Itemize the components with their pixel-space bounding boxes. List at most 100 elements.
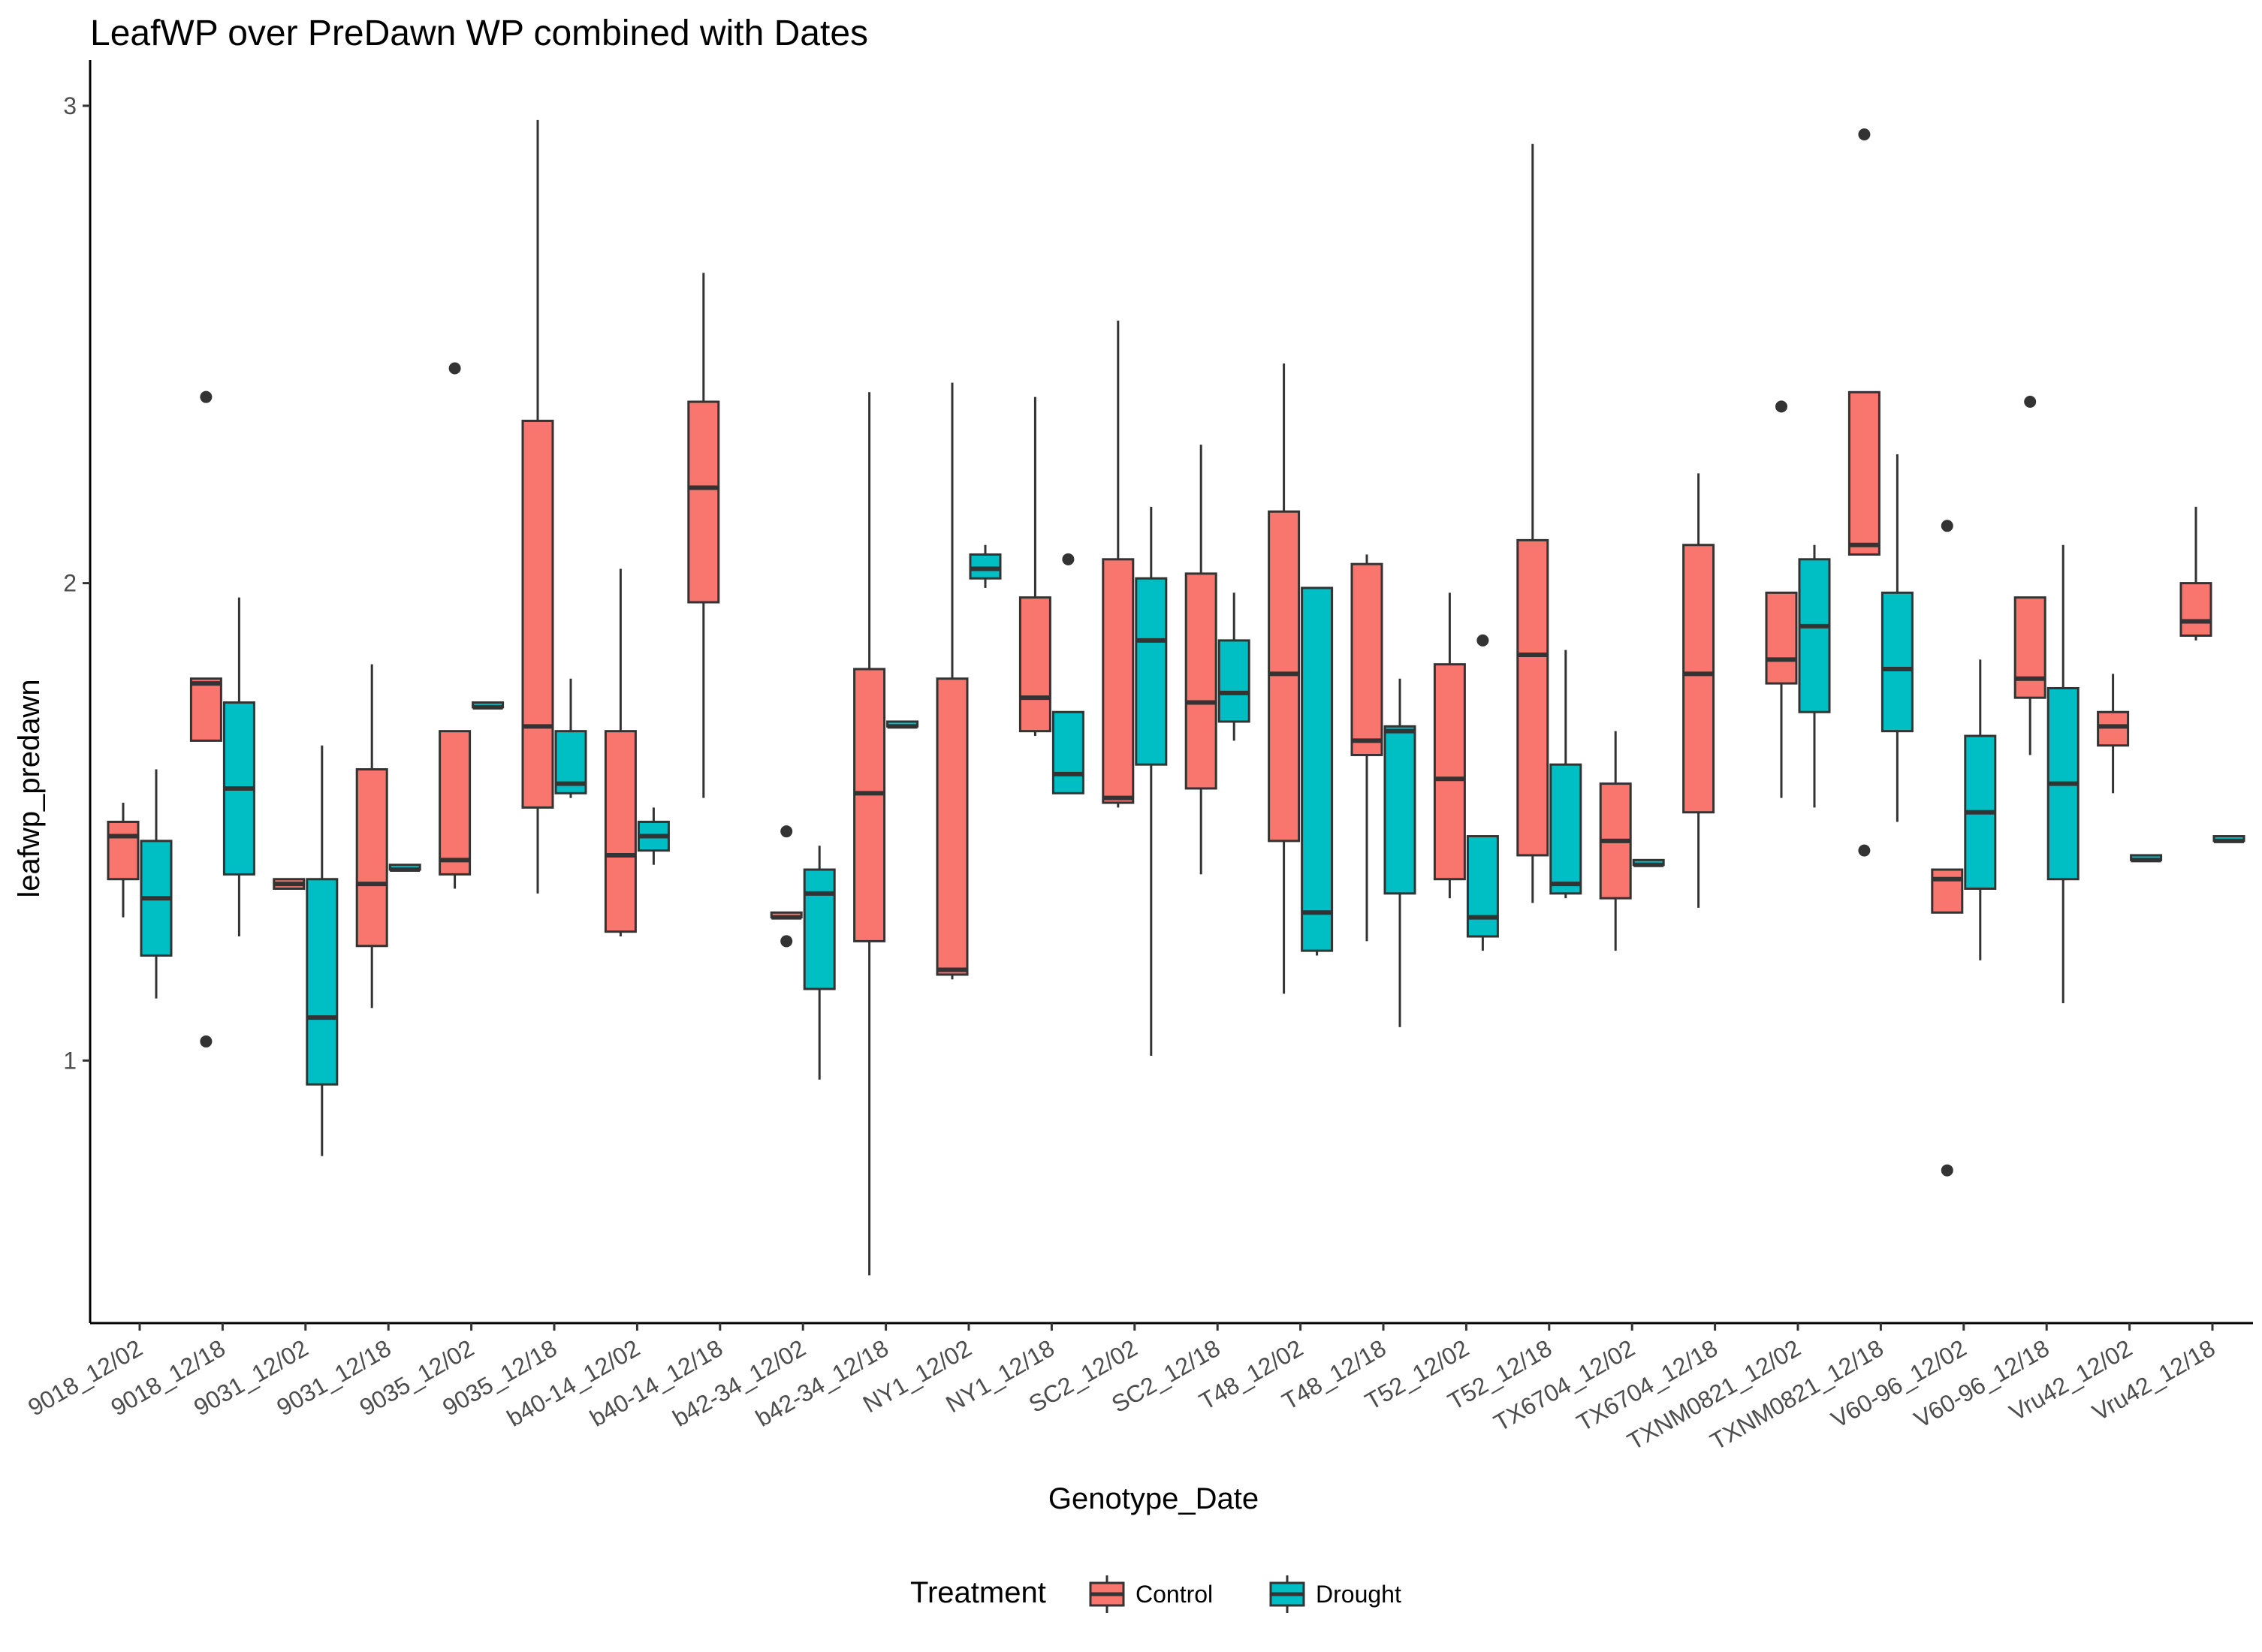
box-control-23 xyxy=(2013,396,2046,755)
box-drought-8 xyxy=(803,846,836,1080)
box-drought-2 xyxy=(306,745,339,1156)
legend-key-control xyxy=(1089,1575,1125,1613)
chart-title: LeafWP over PreDawn WP combined with Dat… xyxy=(90,14,868,53)
plot-area xyxy=(107,119,2245,1276)
x-tick-label: TX6704_12/02 xyxy=(1489,1334,1639,1436)
box-control-4 xyxy=(439,362,472,889)
box-control-16 xyxy=(1433,592,1466,899)
box-drought-23 xyxy=(2046,544,2080,1004)
legend-title: Treatment xyxy=(910,1576,1046,1609)
box-drought-0 xyxy=(140,769,173,999)
box-body xyxy=(306,878,339,1086)
box-body xyxy=(2097,710,2130,747)
box-control-24 xyxy=(2097,674,2130,794)
box-body xyxy=(1798,558,1831,713)
box-control-2 xyxy=(273,878,306,890)
box-body xyxy=(1847,390,1880,556)
box-body xyxy=(1466,835,1499,938)
box-control-8 xyxy=(770,825,803,948)
box-drought-22 xyxy=(1964,659,1997,960)
box-body xyxy=(1765,591,1798,685)
box-body xyxy=(2179,582,2212,638)
box-body xyxy=(1931,868,1964,914)
box-body xyxy=(1268,510,1301,843)
box-drought-12 xyxy=(1135,506,1168,1056)
box-control-9 xyxy=(853,392,886,1276)
box-control-0 xyxy=(107,803,140,918)
y-tick-label: 2 xyxy=(63,570,77,597)
box-control-6 xyxy=(604,568,637,937)
box-body xyxy=(1051,710,1084,794)
box-control-12 xyxy=(1102,320,1135,808)
y-tick-label: 3 xyxy=(63,92,77,119)
box-body xyxy=(439,730,472,876)
box-control-21 xyxy=(1847,128,1880,857)
box-body xyxy=(687,400,720,604)
box-drought-13 xyxy=(1217,592,1250,741)
x-axis-title: Genotype_Date xyxy=(1048,1482,1259,1515)
box-control-18 xyxy=(1599,731,1632,951)
outlier-point xyxy=(1775,400,1787,413)
box-drought-18 xyxy=(1632,858,1665,867)
box-body xyxy=(1184,572,1217,790)
box-body xyxy=(189,677,222,742)
box-control-1 xyxy=(189,390,222,1048)
outlier-point xyxy=(780,825,793,838)
legend-key-drought xyxy=(1269,1575,1305,1613)
box-body xyxy=(1516,538,1549,857)
box-body xyxy=(1135,577,1168,766)
box-drought-14 xyxy=(1301,586,1334,956)
box-control-22 xyxy=(1931,520,1964,1177)
box-control-10 xyxy=(936,382,969,980)
outlier-point xyxy=(780,935,793,948)
box-drought-21 xyxy=(1880,454,1914,822)
legend-label-drought: Drought xyxy=(1316,1581,1401,1608)
box-body xyxy=(521,419,554,809)
box-body xyxy=(803,868,836,990)
box-control-11 xyxy=(1018,396,1051,737)
box-body xyxy=(1350,562,1383,756)
outlier-point xyxy=(1858,844,1871,857)
box-control-20 xyxy=(1765,400,1798,798)
box-drought-3 xyxy=(388,864,421,873)
box-control-7 xyxy=(687,273,720,798)
box-drought-1 xyxy=(222,597,255,937)
y-tick-label: 1 xyxy=(63,1047,77,1074)
box-control-5 xyxy=(521,119,554,894)
box-drought-25 xyxy=(2212,835,2245,843)
outlier-point xyxy=(1476,634,1489,647)
box-drought-9 xyxy=(886,720,919,729)
box-body xyxy=(2013,596,2046,699)
box-drought-15 xyxy=(1383,678,1416,1027)
box-body xyxy=(936,677,969,976)
box-control-14 xyxy=(1268,363,1301,994)
y-axis-title: leafwp_predawn xyxy=(13,679,46,897)
outlier-point xyxy=(1941,1164,1953,1177)
box-control-13 xyxy=(1184,445,1217,875)
box-drought-10 xyxy=(969,544,1002,588)
legend: Treatment Control Drought xyxy=(910,1575,1401,1613)
box-body xyxy=(1433,663,1466,881)
box-body xyxy=(969,553,1002,580)
legend-label-control: Control xyxy=(1136,1581,1213,1608)
box-body xyxy=(355,768,388,948)
box-body xyxy=(1102,558,1135,804)
box-body xyxy=(604,730,637,933)
box-drought-16 xyxy=(1466,634,1499,951)
box-body xyxy=(1018,596,1051,733)
box-body xyxy=(1549,763,1582,895)
outlier-point xyxy=(1062,553,1075,565)
outlier-point xyxy=(200,1035,213,1048)
box-drought-11 xyxy=(1051,553,1084,794)
box-body xyxy=(1217,639,1250,723)
box-drought-20 xyxy=(1798,544,1831,808)
box-drought-17 xyxy=(1549,650,1582,899)
box-body xyxy=(1880,591,1914,733)
box-drought-6 xyxy=(637,807,670,865)
box-control-19 xyxy=(1682,473,1715,908)
outlier-point xyxy=(1858,128,1871,141)
outlier-point xyxy=(448,362,461,375)
box-control-15 xyxy=(1350,554,1383,942)
